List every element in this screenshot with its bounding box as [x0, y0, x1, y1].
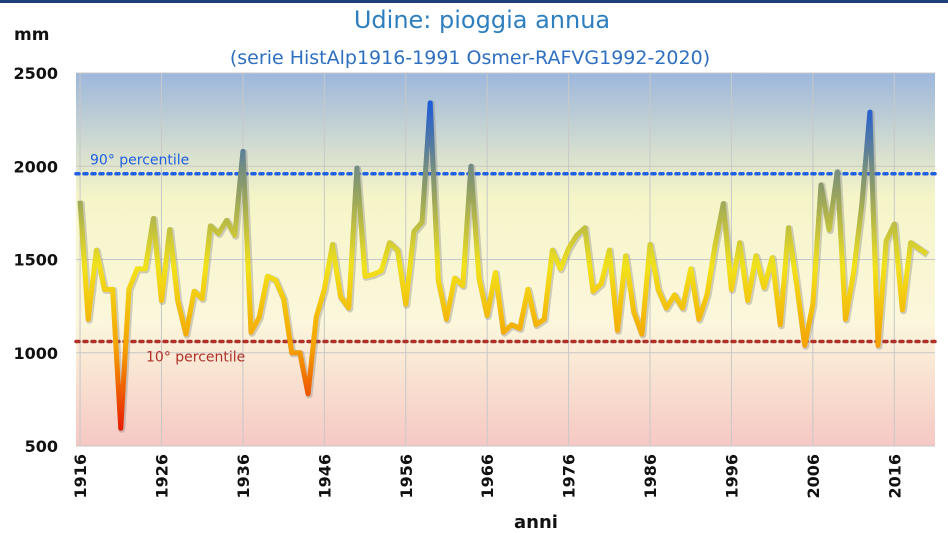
y-tick-label: 2500 [13, 64, 58, 83]
x-tick-label: 1996 [722, 454, 741, 499]
x-tick-label: 1926 [152, 454, 171, 499]
x-tick-label: 1976 [560, 454, 579, 499]
data-line [77, 100, 929, 431]
y-tick-label: 2000 [13, 157, 58, 176]
chart-title: Udine: pioggia annua [354, 6, 610, 34]
x-tick-label: 1986 [641, 454, 660, 499]
percentile-label: 90° percentile [90, 153, 189, 169]
x-tick-label: 1956 [397, 454, 416, 499]
x-tick-label: 1946 [315, 454, 334, 499]
y-tick-label: 1000 [13, 344, 58, 363]
x-tick-label: 2016 [885, 454, 904, 499]
x-axis-label: anni [514, 512, 558, 533]
x-tick-label: 1966 [478, 454, 497, 499]
chart-subtitle: (serie HistAlp1916-1991 Osmer-RAFVG1992-… [230, 47, 710, 69]
x-tick-label: 2006 [804, 454, 823, 499]
y-axis-label: mm [14, 25, 49, 45]
percentile-label: 10° percentile [146, 350, 245, 366]
x-tick-label: 1916 [71, 454, 90, 499]
top-border [0, 0, 948, 3]
x-tick-label: 1936 [234, 454, 253, 499]
y-tick-label: 1500 [13, 251, 58, 270]
y-tick-label: 500 [25, 437, 58, 456]
